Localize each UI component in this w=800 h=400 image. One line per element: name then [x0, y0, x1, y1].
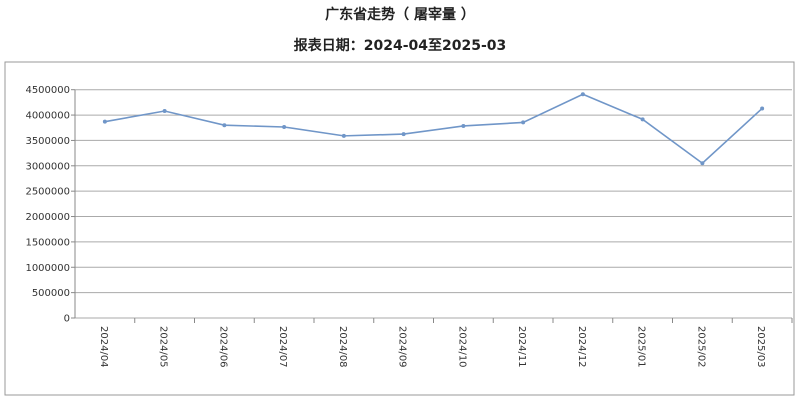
chart-border [4, 61, 795, 396]
chart-title: 广东省走势（ 屠宰量 ） [325, 7, 475, 23]
chart-subtitle: 报表日期：2024-04至2025-03 [293, 38, 507, 54]
y-tick-label: 4500000 [25, 85, 70, 96]
x-tick-label: 2024/12 [576, 326, 587, 368]
x-tick-label: 2025/02 [695, 326, 706, 368]
x-tick-label: 2024/04 [98, 326, 109, 368]
data-point [282, 124, 287, 129]
series-line [104, 93, 763, 165]
data-point [580, 92, 585, 97]
data-point [521, 120, 526, 125]
x-tick-label: 2024/05 [158, 326, 169, 368]
y-tick-label: 4000000 [25, 111, 70, 122]
x-tick-label: 2024/08 [337, 326, 348, 368]
y-tick-label: 1000000 [25, 263, 70, 274]
y-tick-label: 0 [64, 314, 70, 325]
y-tick-label: 2500000 [25, 187, 70, 198]
data-point [341, 133, 346, 138]
y-tick-label: 2000000 [25, 212, 70, 223]
x-tick-label: 2024/09 [397, 326, 408, 368]
data-point [760, 106, 765, 111]
x-tick-label: 2025/01 [636, 326, 647, 368]
data-point [222, 123, 227, 128]
x-tick-label: 2024/10 [456, 326, 467, 368]
x-tick-label: 2025/03 [755, 326, 766, 368]
data-point [162, 109, 167, 114]
data-point [640, 117, 645, 122]
y-tick-label: 3000000 [25, 161, 70, 172]
y-tick-label: 1500000 [25, 237, 70, 248]
x-tick-label: 2024/11 [516, 326, 527, 368]
data-point [401, 132, 406, 137]
data-point [700, 161, 705, 166]
data-point [461, 123, 466, 128]
data-point [102, 119, 107, 124]
x-tick-label: 2024/07 [277, 326, 288, 368]
y-tick-label: 3500000 [25, 136, 70, 147]
x-tick-label: 2024/06 [217, 326, 228, 368]
y-tick-label: 500000 [32, 288, 70, 299]
